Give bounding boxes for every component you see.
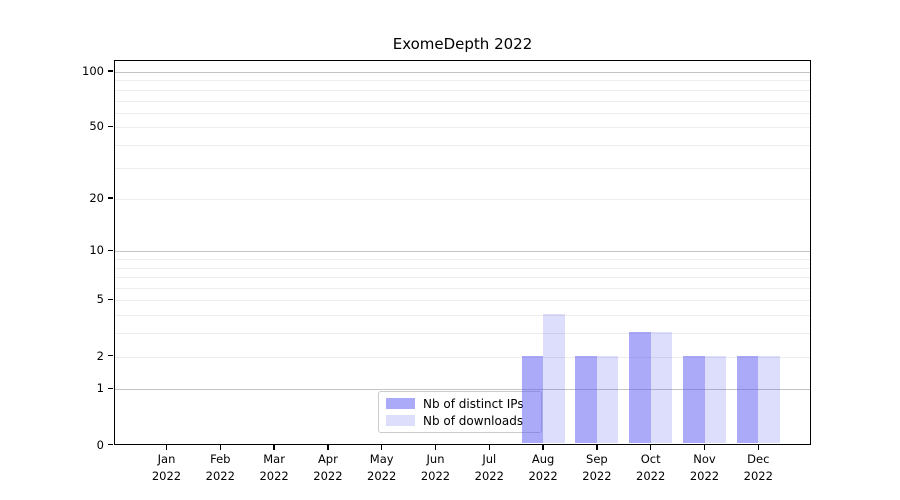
x-tick-mark: [649, 444, 652, 450]
y-tick-label: 1: [96, 381, 104, 396]
y-tick-label: 20: [89, 191, 104, 206]
gridline-minor: [115, 300, 810, 302]
legend-entry: Nb of distinct IPs: [386, 397, 534, 411]
bar-downloads: [758, 355, 780, 443]
gridline-major: [115, 389, 810, 391]
x-tick-label: Apr 2022: [313, 451, 343, 483]
gridline-minor: [115, 89, 810, 91]
x-tick-mark: [434, 444, 437, 450]
grid-layer: [115, 61, 810, 444]
gridline-minor: [115, 267, 810, 269]
y-tick-label: 2: [96, 348, 104, 363]
gridline-minor: [115, 277, 810, 279]
legend-swatch: [386, 415, 415, 426]
y-tick-mark: [108, 443, 113, 446]
legend: Nb of distinct IPs Nb of downloads: [378, 391, 542, 433]
chart-title: ExomeDepth 2022: [392, 35, 533, 53]
legend-label: Nb of downloads: [423, 413, 524, 428]
gridline-minor: [115, 315, 810, 317]
x-tick-mark: [219, 444, 222, 450]
x-tick-label: Jul 2022: [474, 451, 504, 483]
gridline-minor: [115, 112, 810, 114]
bar-downloads: [650, 332, 673, 443]
x-tick-label: Mar 2022: [259, 451, 289, 483]
x-tick-label: Nov 2022: [689, 451, 720, 483]
x-tick-label: Sep 2022: [582, 451, 612, 483]
bar-distinct-ips: [521, 355, 544, 443]
gridline-major: [115, 72, 810, 73]
legend-swatch: [386, 398, 415, 409]
y-tick-label: 50: [89, 119, 104, 134]
x-tick-mark: [596, 444, 598, 450]
gridline-minor: [115, 199, 810, 201]
gridline-minor: [115, 127, 810, 129]
x-tick-label: Jan 2022: [151, 451, 182, 483]
gridline-minor: [115, 167, 810, 169]
bar-downloads: [704, 355, 726, 443]
y-tick-mark: [108, 354, 113, 357]
gridline-major: [115, 251, 810, 253]
x-tick-mark: [273, 444, 275, 450]
y-tick-mark: [108, 249, 113, 252]
gridline-minor: [115, 288, 810, 290]
x-tick-mark: [165, 444, 168, 450]
bar-downloads: [596, 355, 619, 443]
y-tick-label: 10: [89, 243, 104, 258]
x-tick-label: Jun 2022: [420, 451, 451, 483]
x-tick-mark: [703, 444, 706, 450]
x-tick-mark: [757, 444, 760, 450]
y-tick-mark: [108, 197, 113, 199]
x-tick-mark: [488, 444, 491, 450]
legend-entry: Nb of downloads: [386, 414, 534, 428]
x-tick-mark: [542, 444, 544, 450]
gridline-minor: [115, 100, 810, 102]
gridline-minor: [115, 333, 810, 335]
x-tick-mark: [380, 444, 383, 450]
x-tick-label: Dec 2022: [743, 451, 773, 483]
y-tick-mark: [108, 125, 113, 128]
x-tick-label: Oct 2022: [636, 451, 666, 483]
legend-label: Nb of distinct IPs: [423, 396, 524, 411]
bar-downloads: [543, 314, 565, 443]
y-tick-mark: [108, 70, 113, 72]
y-tick-label: 5: [96, 292, 104, 307]
x-tick-label: May 2022: [367, 451, 397, 483]
bar-distinct-ips: [629, 332, 651, 443]
bar-distinct-ips: [736, 355, 759, 443]
bar-distinct-ips: [683, 355, 705, 443]
bar-distinct-ips: [575, 355, 597, 443]
y-tick-mark: [108, 387, 113, 390]
gridline-minor: [115, 144, 810, 146]
gridline-minor: [115, 356, 810, 358]
y-tick-label: 100: [82, 64, 104, 78]
x-tick-label: Feb 2022: [205, 451, 235, 483]
x-tick-mark: [327, 444, 329, 450]
y-tick-mark: [108, 298, 113, 301]
x-tick-label: Aug 2022: [528, 451, 558, 483]
gridline-minor: [115, 259, 810, 261]
y-tick-label: 0: [96, 437, 104, 452]
gridline-minor: [115, 80, 810, 82]
